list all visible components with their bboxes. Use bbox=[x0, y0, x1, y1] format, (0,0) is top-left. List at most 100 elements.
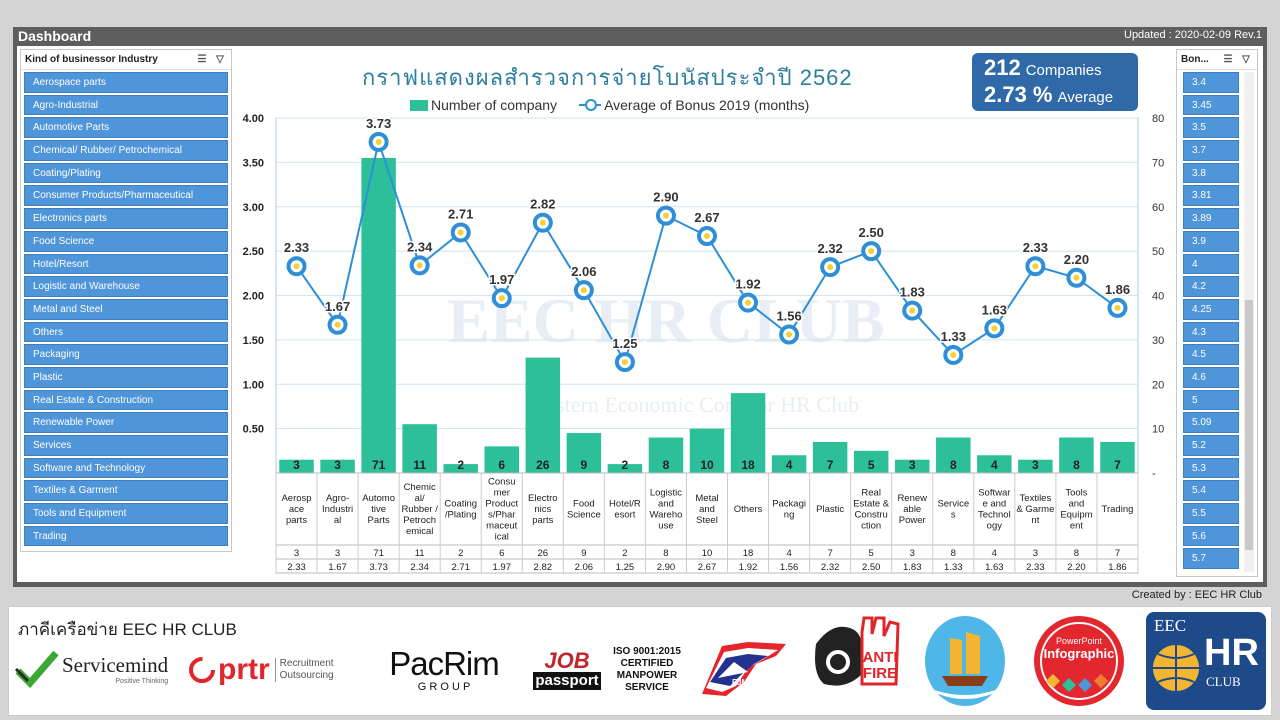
servicemind-logo: Servicemind Positive Thinking bbox=[14, 644, 174, 694]
table-count-value: 4 bbox=[786, 548, 791, 559]
industry-slicer-item[interactable]: Chemical/ Rubber/ Petrochemical bbox=[24, 140, 228, 161]
bonus-slicer-item[interactable]: 3.45 bbox=[1183, 94, 1239, 116]
bar-label: 6 bbox=[498, 458, 505, 472]
industry-slicer-item[interactable]: Renewable Power bbox=[24, 412, 228, 433]
industry-slicer-item[interactable]: Agro-Industrial bbox=[24, 94, 228, 116]
industry-slicer-item[interactable]: Real Estate & Construction bbox=[24, 389, 228, 411]
bonus-slicer-item[interactable]: 4 bbox=[1183, 253, 1239, 275]
table-count-value: 3 bbox=[1033, 548, 1038, 559]
bar bbox=[1100, 441, 1135, 473]
table-bonus-value: 1.25 bbox=[616, 562, 635, 573]
bonus-slicer-item[interactable]: 3.7 bbox=[1183, 140, 1239, 161]
jobpassport-top: JOB bbox=[544, 648, 590, 673]
bonus-slicer-item[interactable]: 3.8 bbox=[1183, 162, 1239, 184]
bonus-slicer-item[interactable]: 3.4 bbox=[1183, 72, 1239, 93]
industry-slicer-item[interactable]: Services bbox=[24, 435, 228, 456]
line-label: 2.32 bbox=[817, 241, 842, 256]
x-category-label: Logistic and Wareho use bbox=[649, 488, 682, 532]
bonus-slicer-list: 3.4 3.45 3.5 3.7 3.8 3.81 3.89 3.9 4 4.2 4.25 4.3 4.… bbox=[1177, 72, 1257, 570]
bonus-slicer-item[interactable]: 5.7 bbox=[1183, 548, 1239, 570]
bonus-slicer-item[interactable]: 4.6 bbox=[1183, 366, 1239, 388]
partners-title: ภาคีเครือข่าย EEC HR CLUB bbox=[18, 620, 237, 639]
bonus-slicer-item[interactable]: 4.25 bbox=[1183, 298, 1239, 320]
x-category-label: Packagi ng bbox=[772, 499, 806, 521]
industry-slicer-item[interactable]: Automotive Parts bbox=[24, 117, 228, 139]
bar bbox=[566, 433, 602, 473]
updated-label: Updated : 2020-02-09 Rev.1 bbox=[1124, 29, 1262, 41]
bonus-slicer-item[interactable]: 5.2 bbox=[1183, 435, 1239, 456]
bonus-slicer-item[interactable]: 5.3 bbox=[1183, 457, 1239, 479]
industry-slicer-item[interactable]: Logistic and Warehouse bbox=[24, 276, 228, 297]
line-point-center bbox=[827, 264, 834, 271]
industry-slicer-item[interactable]: Packaging bbox=[24, 344, 228, 365]
line-label: 2.82 bbox=[530, 197, 555, 212]
industry-slicer-item[interactable]: Software and Technology bbox=[24, 457, 228, 479]
industry-slicer-item[interactable]: Aerospace parts bbox=[24, 72, 228, 93]
bonus-slicer-item[interactable]: 4.2 bbox=[1183, 276, 1239, 297]
x-category-label: Agro-Industri al bbox=[322, 493, 353, 526]
industry-slicer-item[interactable]: Food Science bbox=[24, 230, 228, 252]
industry-slicer-item[interactable]: Consumer Products/Pharmaceutical bbox=[24, 185, 228, 207]
industry-slicer-item[interactable]: Plastic bbox=[24, 366, 228, 388]
industry-slicer: Kind of businessor Industry ☰ ▽ Aerospac… bbox=[20, 49, 232, 552]
x-category-label: Coating/Plating bbox=[444, 499, 477, 521]
line-label: 1.56 bbox=[776, 309, 801, 324]
bonus-slicer-item[interactable]: 5.4 bbox=[1183, 480, 1239, 502]
bonus-slicer-item[interactable]: 4.3 bbox=[1183, 321, 1239, 343]
dashboard-title: Dashboard bbox=[18, 28, 92, 44]
clear-filter-icon[interactable]: ▽ bbox=[1242, 53, 1250, 65]
chart-title: กราฟแสดงผลสำรวจการจ่ายโบนัสประจำปี 2562 bbox=[362, 65, 853, 90]
industry-slicer-item[interactable]: Tools and Equipment bbox=[24, 503, 228, 524]
industry-slicer-item[interactable]: Electronics parts bbox=[24, 208, 228, 229]
bonus-slicer-item[interactable]: 3.81 bbox=[1183, 185, 1239, 207]
y-right-tick-label: 50 bbox=[1152, 246, 1164, 258]
table-count-value: 26 bbox=[538, 548, 549, 559]
line-label: 1.83 bbox=[900, 285, 925, 300]
prtr-sub1: Recruitment bbox=[279, 658, 334, 669]
table-count-value: 8 bbox=[1074, 548, 1079, 559]
x-category-label: Textiles & Garme nt bbox=[1016, 493, 1054, 526]
bar-label: 5 bbox=[868, 458, 875, 472]
bonus-slicer-item[interactable]: 5.09 bbox=[1183, 412, 1239, 433]
industry-slicer-item[interactable]: Hotel/Resort bbox=[24, 253, 228, 275]
line-point-center bbox=[991, 325, 998, 332]
line-point-center bbox=[662, 212, 669, 219]
bonus-slicer-item[interactable]: 5.5 bbox=[1183, 503, 1239, 524]
bar bbox=[1018, 459, 1053, 473]
bonus-slicer-scroll-thumb[interactable] bbox=[1245, 300, 1253, 550]
bonus-slicer-item[interactable]: 5 bbox=[1183, 389, 1239, 411]
eec-bot: CLUB bbox=[1206, 674, 1241, 689]
table-count-value: 9 bbox=[581, 548, 586, 559]
table-bonus-value: 3.73 bbox=[369, 562, 388, 573]
bonus-slicer-item[interactable]: 4.5 bbox=[1183, 344, 1239, 365]
table-bonus-value: 1.83 bbox=[903, 562, 922, 573]
industry-slicer-item[interactable]: Metal and Steel bbox=[24, 298, 228, 320]
industry-slicer-item[interactable]: Others bbox=[24, 321, 228, 343]
bonus-slicer-item[interactable]: 3.89 bbox=[1183, 208, 1239, 229]
y-left-tick-label: 1.00 bbox=[243, 379, 264, 391]
iso-line2: CERTIFIED bbox=[620, 658, 674, 669]
industry-slicer-item[interactable]: Trading bbox=[24, 525, 228, 547]
multi-select-icon[interactable]: ☰ bbox=[1223, 53, 1233, 65]
bonus-slicer-item[interactable]: 3.9 bbox=[1183, 230, 1239, 252]
prtr-name: prtr bbox=[218, 653, 270, 686]
bonus-slicer-item[interactable]: 3.5 bbox=[1183, 117, 1239, 139]
x-category-label: Service s bbox=[937, 499, 969, 521]
legend-line-label: Average of Bonus 2019 (months) bbox=[604, 97, 810, 113]
y-left-tick-label: 0.50 bbox=[243, 424, 264, 436]
bonus-slicer-item[interactable]: 5.6 bbox=[1183, 525, 1239, 547]
y-right-tick-label: 10 bbox=[1152, 424, 1164, 436]
legend-bar-label: Number of company bbox=[431, 97, 558, 113]
bar-label: 18 bbox=[741, 458, 755, 472]
clear-filter-icon[interactable]: ▽ bbox=[216, 53, 224, 65]
industry-slicer-item[interactable]: Coating/Plating bbox=[24, 162, 228, 184]
line-point-center bbox=[786, 331, 793, 338]
bar-label: 11 bbox=[413, 458, 426, 472]
multi-select-icon[interactable]: ☰ bbox=[197, 53, 207, 65]
watermark-subtext: Eastern Economic Corridor HR Club bbox=[533, 392, 859, 417]
industry-slicer-item[interactable]: Textiles & Garment bbox=[24, 480, 228, 502]
table-bonus-value: 2.33 bbox=[287, 562, 306, 573]
table-count-value: 3 bbox=[910, 548, 915, 559]
bar-label: 7 bbox=[1114, 458, 1121, 472]
pacrim-sub: G R O U P bbox=[417, 681, 471, 693]
